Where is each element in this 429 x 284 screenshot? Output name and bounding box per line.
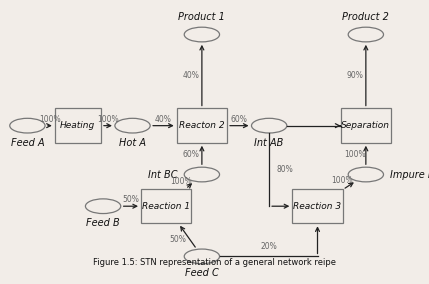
Text: 50%: 50%	[169, 235, 187, 244]
Text: Separation: Separation	[341, 121, 390, 130]
Text: Hot A: Hot A	[119, 138, 146, 148]
Ellipse shape	[184, 27, 220, 42]
Ellipse shape	[85, 199, 121, 214]
Ellipse shape	[10, 118, 45, 133]
FancyBboxPatch shape	[292, 189, 343, 224]
Text: 100%: 100%	[39, 114, 61, 124]
Text: Product 1: Product 1	[178, 12, 225, 22]
FancyBboxPatch shape	[341, 108, 391, 143]
Text: 100%: 100%	[97, 114, 119, 124]
Text: Reacton 2: Reacton 2	[179, 121, 225, 130]
Text: Heating: Heating	[60, 121, 96, 130]
Ellipse shape	[184, 167, 220, 182]
Text: Int AB: Int AB	[254, 138, 284, 148]
Text: 100%: 100%	[344, 151, 366, 160]
Ellipse shape	[348, 167, 384, 182]
Text: 60%: 60%	[183, 151, 200, 160]
Ellipse shape	[251, 118, 287, 133]
Text: Int BC: Int BC	[148, 170, 178, 179]
Text: Feed A: Feed A	[11, 138, 44, 148]
Ellipse shape	[348, 27, 384, 42]
Text: 100%: 100%	[331, 176, 353, 185]
Ellipse shape	[115, 118, 150, 133]
Ellipse shape	[184, 249, 220, 264]
Text: 50%: 50%	[122, 195, 139, 204]
Text: 80%: 80%	[277, 165, 293, 174]
Text: Figure 1.5: STN representation of a general network reipe: Figure 1.5: STN representation of a gene…	[93, 258, 336, 267]
Text: 40%: 40%	[155, 114, 172, 124]
Text: 90%: 90%	[347, 71, 364, 80]
FancyBboxPatch shape	[177, 108, 227, 143]
Text: 20%: 20%	[260, 242, 277, 250]
Text: 100%: 100%	[171, 177, 192, 186]
Text: Reaction 3: Reaction 3	[293, 202, 341, 211]
Text: 60%: 60%	[231, 114, 248, 124]
Text: 40%: 40%	[183, 71, 200, 80]
Text: Feed C: Feed C	[185, 268, 219, 279]
FancyBboxPatch shape	[55, 108, 101, 143]
Text: Product 2: Product 2	[342, 12, 389, 22]
Text: Reaction 1: Reaction 1	[142, 202, 190, 211]
Text: Impure E: Impure E	[390, 170, 429, 179]
Text: Feed B: Feed B	[86, 218, 120, 228]
FancyBboxPatch shape	[141, 189, 191, 224]
